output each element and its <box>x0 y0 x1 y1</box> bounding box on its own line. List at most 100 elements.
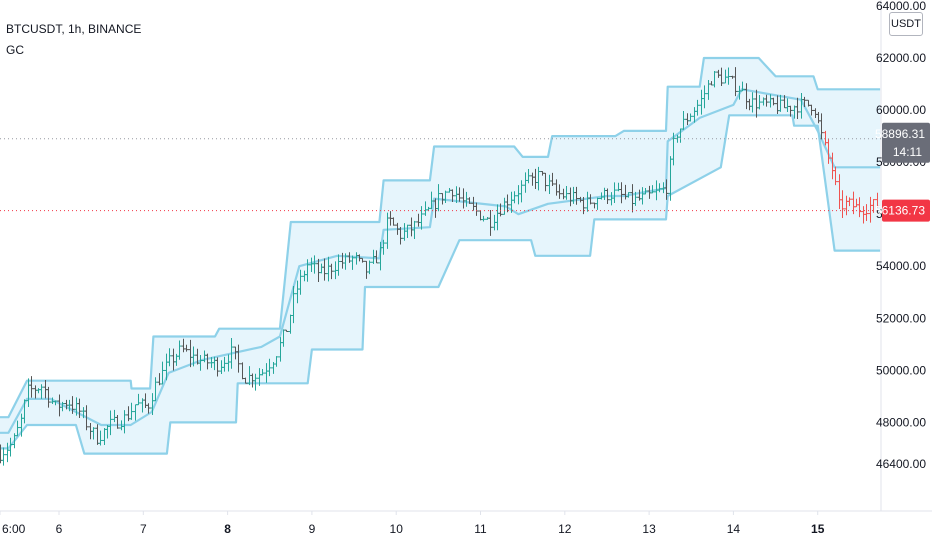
y-tick-label: 60000.00 <box>876 103 926 117</box>
candle <box>581 197 586 215</box>
candle <box>136 393 141 406</box>
channel-fill <box>0 58 881 454</box>
candle <box>833 166 838 186</box>
candle <box>205 353 210 370</box>
y-tick-label: 54000.00 <box>876 259 926 273</box>
candle <box>802 96 807 107</box>
indicator-label[interactable]: GC <box>6 43 24 57</box>
candle <box>519 180 524 203</box>
candle <box>177 340 182 360</box>
candle <box>260 368 265 376</box>
candle <box>29 376 34 398</box>
candle <box>681 110 686 130</box>
candle <box>733 67 738 97</box>
symbol-title[interactable]: BTCUSDT, 1h, BINANCE <box>6 22 142 36</box>
candle <box>215 357 220 377</box>
candle <box>222 356 227 372</box>
candle <box>757 94 762 110</box>
candle <box>108 410 113 436</box>
candle <box>146 403 151 414</box>
candle <box>864 204 869 221</box>
candle <box>343 253 348 270</box>
candle <box>8 437 13 457</box>
candle <box>253 373 258 391</box>
candle <box>619 182 624 204</box>
candle <box>778 94 783 112</box>
candle <box>505 194 510 213</box>
candle <box>657 183 662 193</box>
candle <box>788 105 793 117</box>
candle <box>826 138 831 164</box>
candle <box>488 209 493 236</box>
x-tick-label: 6 <box>56 522 63 536</box>
candle <box>795 97 800 120</box>
candle <box>381 239 386 255</box>
middle-band-line <box>0 88 881 434</box>
candle <box>184 344 189 352</box>
candle <box>857 197 862 218</box>
live-price-tag <box>882 122 930 163</box>
candle <box>367 260 372 275</box>
x-tick-label: 13 <box>642 522 656 536</box>
candle <box>329 263 334 280</box>
candle <box>595 197 600 210</box>
y-tick-label: 46400.00 <box>876 457 926 471</box>
candle <box>512 191 517 204</box>
y-tick-label: 50000.00 <box>876 363 926 377</box>
candle <box>481 215 486 222</box>
candle <box>360 257 365 263</box>
candle <box>536 166 541 191</box>
candle <box>229 338 234 369</box>
y-tick-label: 52000.00 <box>876 311 926 325</box>
candle <box>871 199 876 213</box>
candle <box>284 329 289 332</box>
candle <box>457 187 462 202</box>
candle <box>564 185 569 200</box>
candle <box>688 113 693 122</box>
candle <box>605 188 610 205</box>
candle <box>671 132 676 166</box>
candle <box>236 344 241 373</box>
candle <box>695 99 700 116</box>
candle <box>771 97 776 106</box>
currency-button[interactable]: USDT <box>889 12 923 36</box>
candle <box>291 285 296 324</box>
candle <box>39 384 44 399</box>
candle <box>467 197 472 204</box>
candle <box>574 186 579 205</box>
x-tick-label: 9 <box>309 522 316 536</box>
candle <box>22 399 27 424</box>
candle <box>160 361 165 385</box>
candle <box>557 184 562 199</box>
candle <box>129 402 134 420</box>
candle <box>153 377 158 402</box>
candle <box>322 258 327 281</box>
candle <box>374 250 379 264</box>
candle <box>526 168 531 184</box>
lower-band-line <box>0 114 881 455</box>
candle <box>840 190 845 218</box>
x-tick-label: 11 <box>474 522 487 536</box>
candle <box>336 254 341 276</box>
x-tick-label: 7 <box>140 522 147 536</box>
candle <box>405 224 410 238</box>
candle <box>726 67 731 85</box>
candle <box>15 420 20 437</box>
last-price-label: 56136.73 <box>875 204 925 218</box>
candle <box>305 259 310 282</box>
candle <box>70 396 75 414</box>
candle <box>436 184 441 212</box>
candle <box>46 386 51 408</box>
candle <box>719 67 724 87</box>
candle <box>740 81 745 92</box>
x-tick-label: 14 <box>727 522 741 536</box>
candle <box>77 398 82 418</box>
last-price-tag <box>882 199 930 222</box>
candle <box>875 192 880 208</box>
candle <box>298 269 303 295</box>
live-price-label: 58896.31 <box>875 127 925 141</box>
candle <box>274 356 279 367</box>
x-tick-label: 15 <box>811 522 825 536</box>
candle <box>243 377 248 384</box>
